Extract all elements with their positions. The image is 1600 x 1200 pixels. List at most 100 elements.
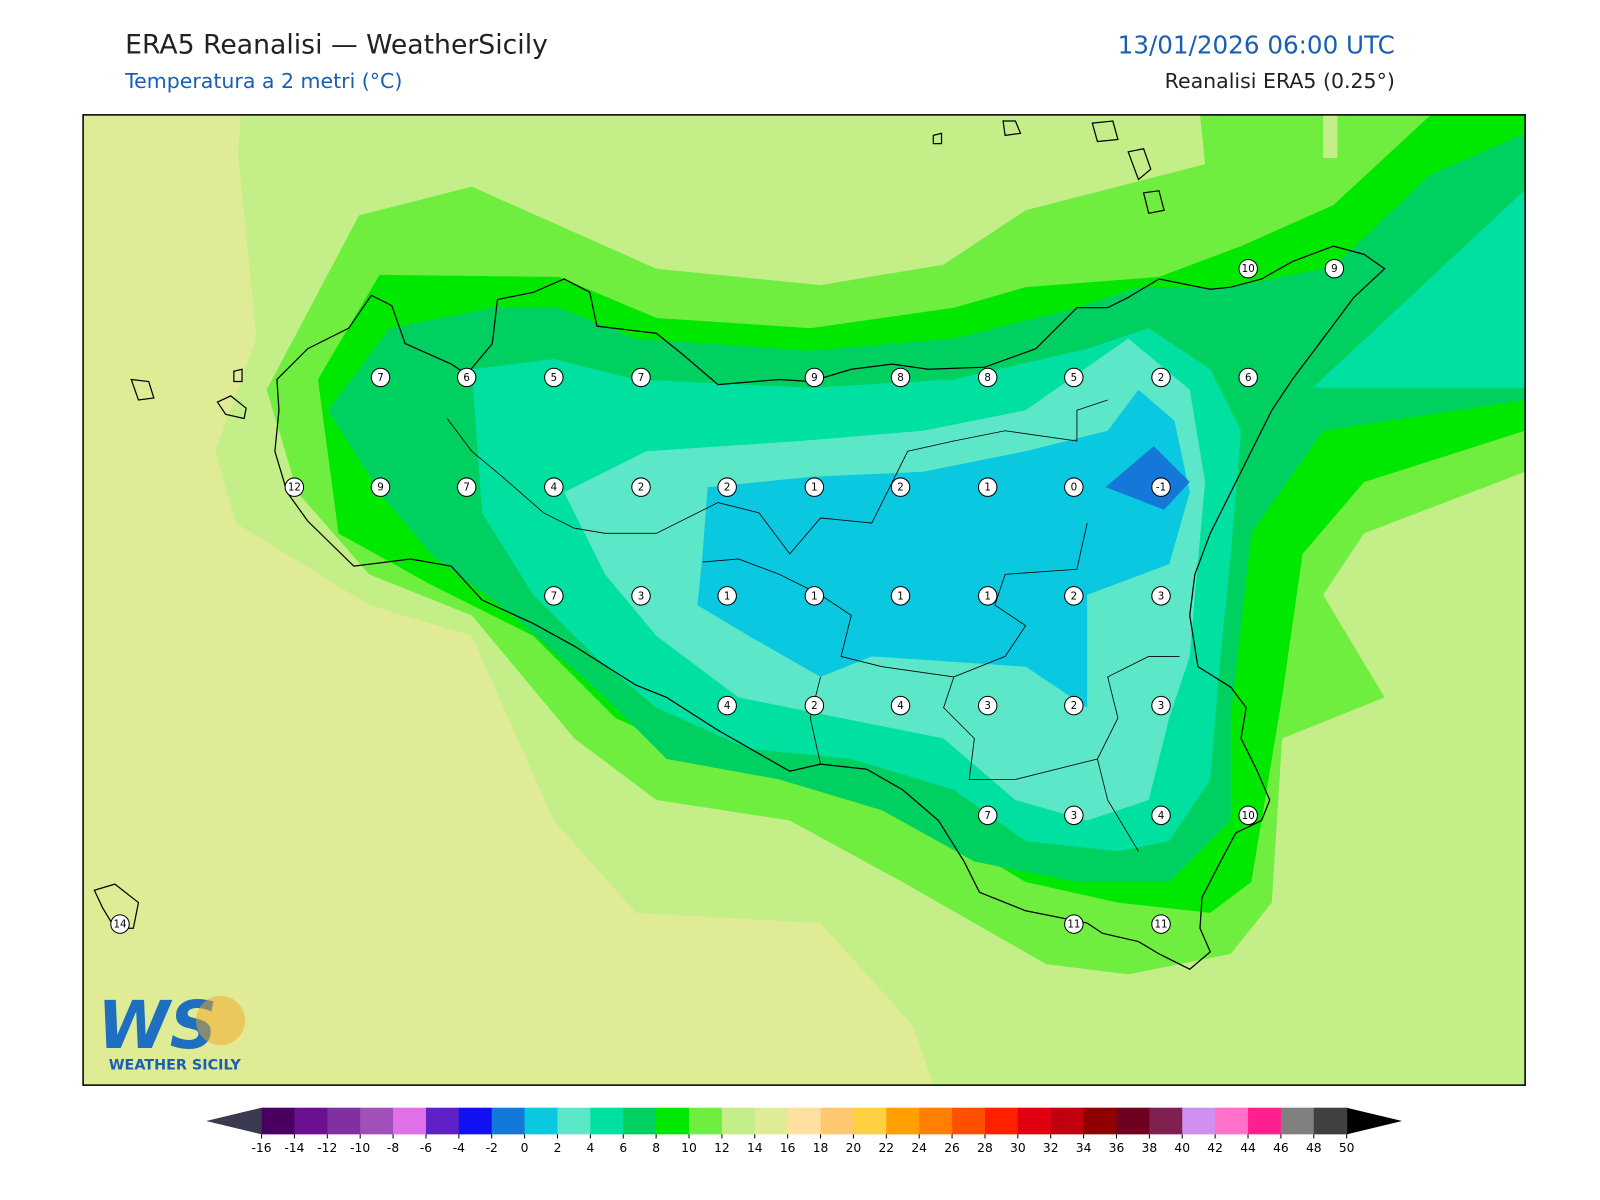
- station-marker: [804, 367, 825, 388]
- colorbar-tick-label: 44: [1240, 1141, 1256, 1155]
- temperature-field: [83, 114, 1526, 1086]
- station: 2: [1064, 586, 1084, 606]
- colorbar-segment: [1313, 1107, 1348, 1135]
- colorbar-tick-label: 32: [1043, 1141, 1059, 1155]
- station: 7: [977, 805, 998, 826]
- station-value: 7: [463, 482, 470, 494]
- station-marker: [717, 695, 737, 716]
- colorbar-segment: [458, 1107, 493, 1135]
- station-marker: [890, 477, 911, 497]
- station-value: 9: [811, 372, 818, 384]
- station-marker: [977, 805, 998, 826]
- logo-name: WEATHER SICILY: [109, 1058, 242, 1074]
- station-marker: [456, 477, 477, 497]
- station-value: 3: [1158, 590, 1165, 602]
- colorbar-tick-label: 12: [714, 1141, 730, 1155]
- station: 7: [370, 367, 391, 388]
- station-value: 4: [724, 700, 731, 712]
- station-value: -1: [1156, 482, 1166, 494]
- colorbar-segment: [491, 1107, 526, 1135]
- colorbar-tick-label: 4: [586, 1141, 594, 1155]
- station: 11: [1151, 914, 1171, 934]
- station: 5: [1064, 367, 1084, 388]
- station-marker: [1151, 586, 1171, 606]
- station-value: 5: [1071, 372, 1078, 384]
- colorbar-tick-label: 50: [1339, 1141, 1355, 1155]
- colorbar-segment: [1248, 1107, 1282, 1135]
- station-value: 1: [724, 590, 731, 602]
- station-value: 2: [1071, 700, 1078, 712]
- station-marker: [1064, 914, 1084, 934]
- colorbar-segment: [886, 1107, 920, 1135]
- station: 3: [1151, 695, 1171, 716]
- station-marker: [631, 477, 651, 497]
- station: 11: [1064, 914, 1084, 934]
- station: 1: [890, 586, 911, 606]
- station-marker: [1151, 695, 1171, 716]
- station: 3: [1151, 586, 1171, 606]
- station-value: 5: [551, 372, 558, 384]
- station: 6: [456, 367, 477, 388]
- station-value: 9: [377, 482, 384, 494]
- station-marker: [977, 586, 998, 606]
- station-value: 6: [1245, 372, 1252, 384]
- colorbar-tick-label: 38: [1142, 1141, 1158, 1155]
- station-marker: [456, 367, 477, 388]
- station-marker: [977, 367, 998, 388]
- colorbar-segment: [952, 1107, 986, 1135]
- station: 8: [890, 367, 911, 388]
- station: 4: [1151, 805, 1171, 826]
- subtitle: Temperatura a 2 metri (°C): [124, 69, 402, 93]
- station: 9: [804, 367, 825, 388]
- colorbar-segment: [327, 1107, 361, 1135]
- station-marker: [717, 477, 737, 497]
- colorbar-tick-label: 26: [944, 1141, 960, 1155]
- colorbar-tick-label: 8: [652, 1141, 660, 1155]
- station: 5: [544, 367, 564, 388]
- station-marker: [890, 367, 911, 388]
- colorbar-segment: [689, 1107, 723, 1135]
- colorbar-segment: [656, 1107, 690, 1135]
- datetime: 13/01/2026 06:00 UTC: [1118, 30, 1395, 59]
- station-marker: [631, 586, 651, 606]
- colorbar-tick-label: 40: [1174, 1141, 1190, 1155]
- colorbar-tick-label: 34: [1076, 1141, 1092, 1155]
- province-borders: [446, 399, 1180, 852]
- station-marker: [544, 586, 564, 606]
- station-value: 2: [1158, 372, 1165, 384]
- colorbar-under: [206, 1107, 262, 1135]
- station-marker: [544, 477, 564, 497]
- coastline: [274, 245, 1386, 970]
- station-marker: [804, 477, 825, 497]
- colorbar-tick-label: 36: [1109, 1141, 1125, 1155]
- station-value: 11: [1155, 919, 1168, 931]
- station-value: 11: [1067, 919, 1080, 931]
- colorbar-tick-label: 22: [878, 1141, 894, 1155]
- station: 14: [110, 914, 130, 934]
- colorbar-tick-label: -14: [284, 1141, 304, 1155]
- station-marker: [370, 477, 391, 497]
- colorbar-tick-label: 2: [554, 1141, 562, 1155]
- colorbar-tick-label: 20: [846, 1141, 862, 1155]
- station-value: 4: [897, 700, 904, 712]
- station-marker: [1064, 477, 1084, 497]
- station: 1: [977, 477, 998, 497]
- station-marker: [1324, 258, 1345, 279]
- colorbar-segment: [557, 1107, 591, 1135]
- station-marker: [890, 586, 911, 606]
- colorbar-tick-label: 0: [521, 1141, 529, 1155]
- colorbar-tick-label: -8: [387, 1141, 399, 1155]
- colorbar-segment: [853, 1107, 887, 1135]
- station-marker: [977, 695, 998, 716]
- station-marker: [1151, 914, 1171, 934]
- station-marker: [1151, 367, 1171, 388]
- station: 0: [1064, 477, 1084, 497]
- islands: [93, 120, 1165, 929]
- colorbar-segment: [360, 1107, 394, 1135]
- colorbar-segment: [590, 1107, 624, 1135]
- station-value: 0: [1071, 482, 1078, 494]
- station-values: 10 97 6 5 7 9 8 8 5 2 612 9 7 4 2 2 1 2 1 0 -17 3 1 1 1 1 2 34 2 4 3 2 3…: [110, 258, 1345, 934]
- band-4-6: [1312, 189, 1526, 388]
- station-marker: [1238, 258, 1258, 279]
